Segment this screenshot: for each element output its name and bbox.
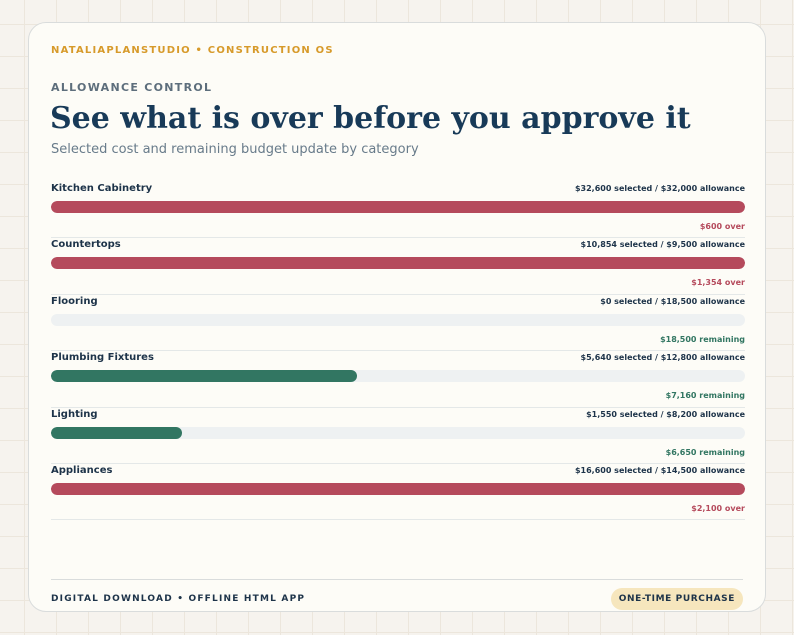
allowance-row: Lighting $1,550 selected / $8,200 allowa… xyxy=(51,408,745,464)
category-status: $6,650 remaining xyxy=(665,447,745,457)
category-status: $18,500 remaining xyxy=(660,334,745,344)
allowance-list: Kitchen Cabinetry $32,600 selected / $32… xyxy=(51,182,745,521)
progress-track xyxy=(51,257,745,270)
category-name: Lighting xyxy=(51,408,98,420)
category-status: $2,100 over xyxy=(691,503,745,513)
category-name: Flooring xyxy=(51,295,98,307)
page-subtitle: Selected cost and remaining budget updat… xyxy=(51,142,419,157)
card-footer: DIGITAL DOWNLOAD • OFFLINE HTML APP ONE-… xyxy=(51,579,743,610)
progress-track xyxy=(51,313,745,326)
page-title: See what is over before you approve it xyxy=(50,101,691,136)
progress-fill xyxy=(51,426,183,439)
category-amounts: $16,600 selected / $14,500 allowance xyxy=(574,465,745,475)
category-name: Appliances xyxy=(51,464,113,476)
progress-fill xyxy=(51,482,745,495)
progress-fill xyxy=(51,201,745,213)
category-status: $600 over xyxy=(699,222,745,231)
brand-label: NATALIAPLANSTUDIO • CONSTRUCTION OS xyxy=(51,45,334,56)
allowance-row: Countertops $10,854 selected / $9,500 al… xyxy=(51,238,745,295)
allowance-row: Plumbing Fixtures $5,640 selected / $12,… xyxy=(51,351,745,408)
allowance-card: NATALIAPLANSTUDIO • CONSTRUCTION OS ALLO… xyxy=(28,22,766,612)
allowance-row: Appliances $16,600 selected / $14,500 al… xyxy=(51,464,745,521)
category-name: Kitchen Cabinetry xyxy=(51,183,153,194)
category-amounts: $32,600 selected / $32,000 allowance xyxy=(574,184,745,193)
allowance-row: Kitchen Cabinetry $32,600 selected / $32… xyxy=(51,182,745,239)
progress-track xyxy=(51,201,745,213)
progress-fill xyxy=(51,370,357,383)
progress-track xyxy=(51,482,745,495)
progress-track xyxy=(51,426,745,439)
category-name: Plumbing Fixtures xyxy=(51,352,154,364)
section-eyebrow: ALLOWANCE CONTROL xyxy=(51,81,213,94)
allowance-row: Flooring $0 selected / $18,500 allowance… xyxy=(51,295,745,352)
category-amounts: $10,854 selected / $9,500 allowance xyxy=(580,240,745,250)
progress-fill xyxy=(51,257,745,270)
category-amounts: $5,640 selected / $12,800 allowance xyxy=(580,353,745,363)
category-name: Countertops xyxy=(51,239,121,251)
progress-track xyxy=(51,370,745,383)
category-amounts: $0 selected / $18,500 allowance xyxy=(600,296,745,306)
category-status: $7,160 remaining xyxy=(665,391,745,401)
footer-label: DIGITAL DOWNLOAD • OFFLINE HTML APP xyxy=(51,594,306,604)
category-status: $1,354 over xyxy=(691,278,745,288)
category-amounts: $1,550 selected / $8,200 allowance xyxy=(586,409,745,419)
purchase-badge: ONE-TIME PURCHASE xyxy=(610,588,743,610)
